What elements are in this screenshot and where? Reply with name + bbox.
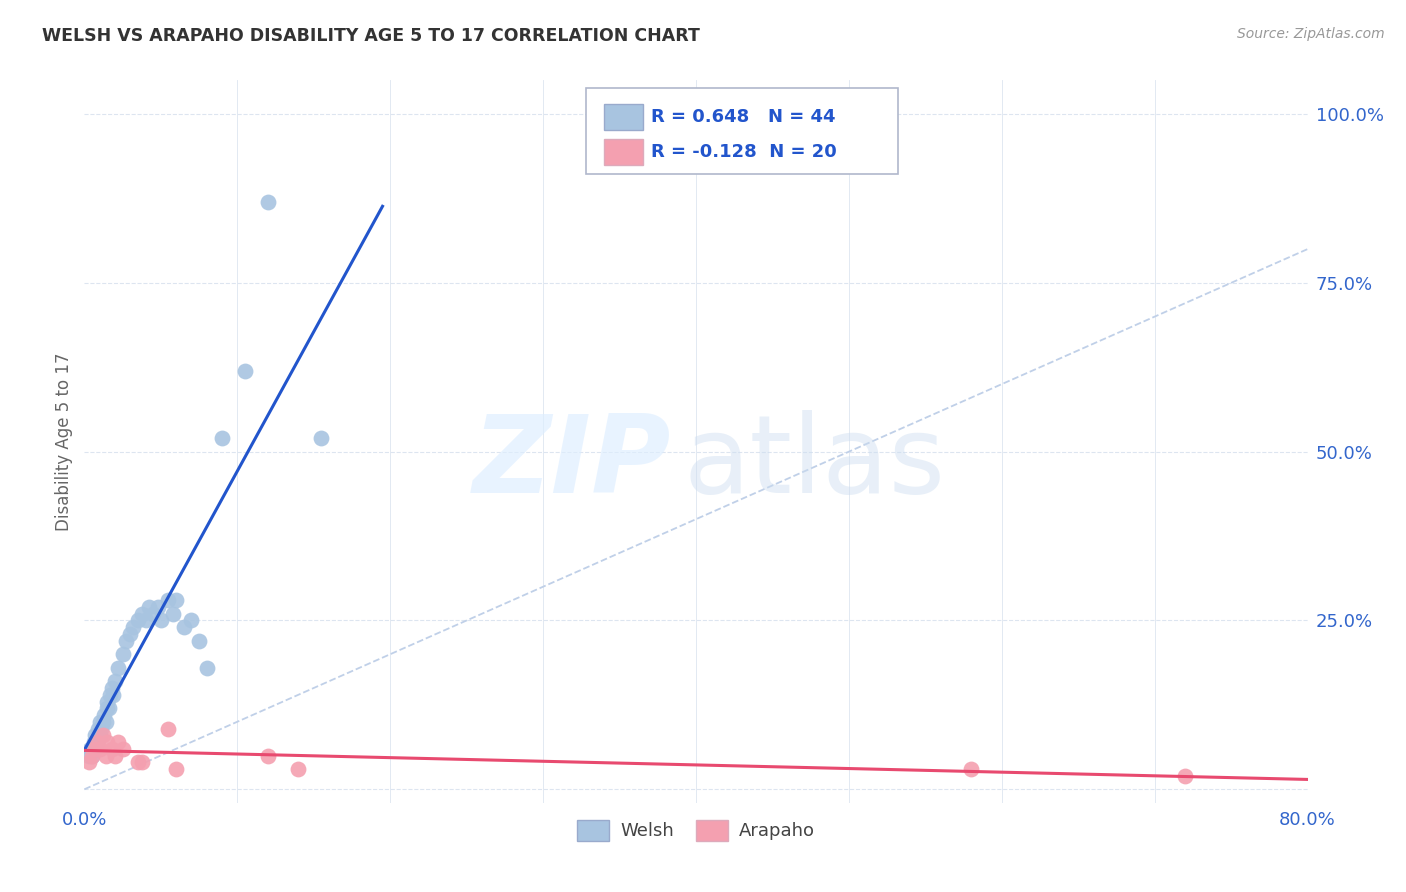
Point (89, 741, 111, 756)
Point (120, 627, 142, 641)
Point (157, 593, 180, 607)
Point (77, 748, 100, 763)
Point (195, 661, 218, 675)
Point (93, 708, 115, 723)
Point (101, 741, 124, 756)
Point (173, 620, 195, 634)
Point (87, 722, 110, 736)
Point (157, 722, 180, 736)
Point (142, 607, 165, 621)
Point (114, 633, 136, 648)
Point (111, 741, 134, 756)
Point (104, 748, 127, 763)
Point (96, 735, 118, 749)
Point (180, 614, 202, 628)
Point (86, 735, 108, 749)
Point (96, 701, 118, 715)
Point (97, 701, 120, 715)
Point (83, 735, 105, 749)
Text: Source: ZipAtlas.com: Source: ZipAtlas.com (1237, 27, 1385, 41)
Point (131, 607, 153, 621)
Point (84, 741, 107, 756)
Point (1174, 769, 1197, 783)
Point (127, 756, 149, 770)
Point (233, 364, 256, 378)
Text: WELSH VS ARAPAHO DISABILITY AGE 5 TO 17 CORRELATION CHART: WELSH VS ARAPAHO DISABILITY AGE 5 TO 17 … (42, 27, 700, 45)
Point (165, 593, 187, 607)
Point (149, 614, 172, 628)
Text: atlas: atlas (683, 410, 946, 516)
Point (80, 748, 103, 763)
Point (188, 633, 211, 648)
Point (103, 688, 125, 702)
Point (107, 735, 129, 749)
Point (146, 599, 169, 614)
Point (86, 735, 108, 749)
Text: R = -0.128  N = 20: R = -0.128 N = 20 (651, 143, 837, 161)
Point (311, 431, 333, 445)
Point (257, 194, 280, 209)
Point (257, 748, 280, 763)
Point (91, 728, 114, 742)
Point (89, 728, 111, 742)
Point (77, 756, 100, 770)
Point (89, 714, 111, 729)
Point (287, 762, 309, 776)
Point (165, 762, 187, 776)
Point (960, 762, 983, 776)
FancyBboxPatch shape (586, 87, 898, 174)
Point (98, 688, 121, 702)
Point (104, 674, 127, 689)
Point (91, 714, 114, 729)
Point (127, 614, 149, 628)
Point (96, 694, 118, 708)
Legend: Welsh, Arapaho: Welsh, Arapaho (569, 813, 823, 848)
Point (131, 756, 153, 770)
Point (94, 748, 117, 763)
FancyBboxPatch shape (605, 104, 644, 130)
Point (111, 647, 134, 661)
Point (94, 714, 117, 729)
Point (101, 681, 124, 695)
FancyBboxPatch shape (605, 139, 644, 165)
Text: R = 0.648   N = 44: R = 0.648 N = 44 (651, 108, 835, 126)
Point (122, 620, 145, 634)
Text: ZIP: ZIP (474, 410, 672, 516)
Point (84, 741, 107, 756)
Point (90, 722, 112, 736)
Y-axis label: Disability Age 5 to 17: Disability Age 5 to 17 (55, 352, 73, 531)
Point (162, 607, 184, 621)
Point (79, 741, 101, 756)
Point (135, 614, 157, 628)
Point (80, 748, 103, 763)
Point (211, 431, 233, 445)
Point (84, 728, 107, 742)
Point (107, 661, 129, 675)
Point (138, 599, 160, 614)
